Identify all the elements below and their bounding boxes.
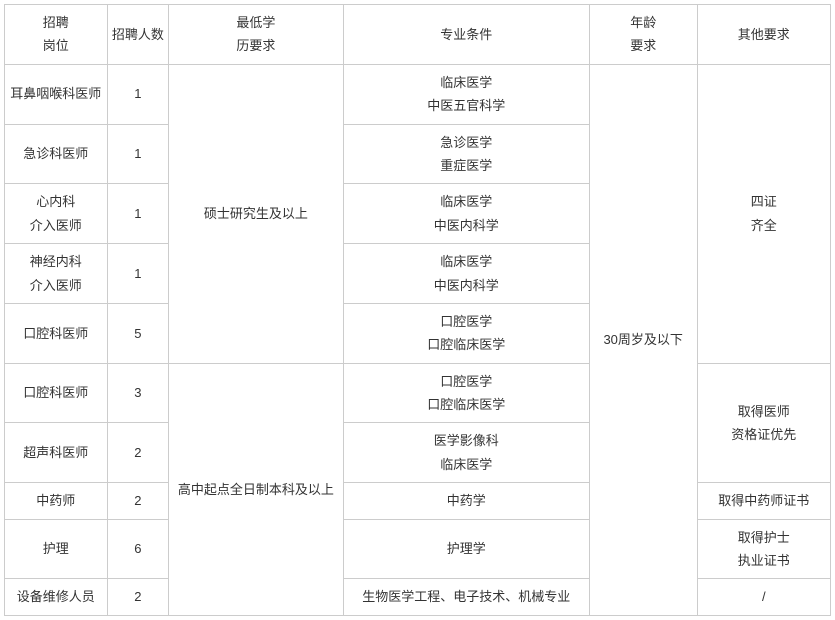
- cell-education: 硕士研究生及以上: [169, 64, 343, 363]
- table-row: 中药师 2 中药学 取得中药师证书: [5, 483, 831, 519]
- cell-position: 急诊科医师: [5, 124, 108, 184]
- header-education: 最低学历要求: [169, 5, 343, 65]
- cell-count: 2: [107, 423, 169, 483]
- cell-position: 耳鼻咽喉科医师: [5, 64, 108, 124]
- header-age: 年龄要求: [589, 5, 697, 65]
- header-position: 招聘岗位: [5, 5, 108, 65]
- cell-position: 设备维修人员: [5, 579, 108, 615]
- cell-count: 1: [107, 184, 169, 244]
- cell-major: 口腔医学口腔临床医学: [343, 363, 589, 423]
- cell-other: 四证齐全: [697, 64, 830, 363]
- header-major: 专业条件: [343, 5, 589, 65]
- recruitment-table: 招聘岗位 招聘人数 最低学历要求 专业条件 年龄要求 其他要求 耳鼻咽喉科医师 …: [4, 4, 831, 616]
- cell-position: 超声科医师: [5, 423, 108, 483]
- cell-position: 护理: [5, 519, 108, 579]
- cell-count: 2: [107, 579, 169, 615]
- cell-position: 心内科介入医师: [5, 184, 108, 244]
- cell-count: 6: [107, 519, 169, 579]
- cell-position: 神经内科介入医师: [5, 244, 108, 304]
- cell-major: 临床医学中医五官科学: [343, 64, 589, 124]
- cell-count: 1: [107, 124, 169, 184]
- cell-count: 2: [107, 483, 169, 519]
- cell-count: 3: [107, 363, 169, 423]
- cell-major: 临床医学中医内科学: [343, 184, 589, 244]
- table-row: 护理 6 护理学 取得护士执业证书: [5, 519, 831, 579]
- cell-position: 中药师: [5, 483, 108, 519]
- cell-position: 口腔科医师: [5, 303, 108, 363]
- header-count: 招聘人数: [107, 5, 169, 65]
- cell-education: 高中起点全日制本科及以上: [169, 363, 343, 615]
- cell-major: 医学影像科临床医学: [343, 423, 589, 483]
- header-row: 招聘岗位 招聘人数 最低学历要求 专业条件 年龄要求 其他要求: [5, 5, 831, 65]
- cell-major: 中药学: [343, 483, 589, 519]
- cell-major: 护理学: [343, 519, 589, 579]
- table-row: 设备维修人员 2 生物医学工程、电子技术、机械专业 /: [5, 579, 831, 615]
- cell-count: 1: [107, 64, 169, 124]
- table-row: 耳鼻咽喉科医师 1 硕士研究生及以上 临床医学中医五官科学 30周岁及以下 四证…: [5, 64, 831, 124]
- cell-count: 1: [107, 244, 169, 304]
- cell-other: 取得中药师证书: [697, 483, 830, 519]
- cell-major: 急诊医学重症医学: [343, 124, 589, 184]
- cell-age: 30周岁及以下: [589, 64, 697, 615]
- cell-other: /: [697, 579, 830, 615]
- cell-major: 生物医学工程、电子技术、机械专业: [343, 579, 589, 615]
- cell-position: 口腔科医师: [5, 363, 108, 423]
- header-other: 其他要求: [697, 5, 830, 65]
- table-row: 口腔科医师 3 高中起点全日制本科及以上 口腔医学口腔临床医学 取得医师资格证优…: [5, 363, 831, 423]
- cell-major: 口腔医学口腔临床医学: [343, 303, 589, 363]
- cell-other: 取得医师资格证优先: [697, 363, 830, 483]
- cell-major: 临床医学中医内科学: [343, 244, 589, 304]
- cell-count: 5: [107, 303, 169, 363]
- cell-other: 取得护士执业证书: [697, 519, 830, 579]
